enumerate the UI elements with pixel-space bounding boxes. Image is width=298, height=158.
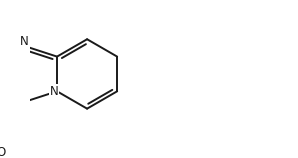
Text: N: N [50, 85, 59, 98]
Text: O: O [0, 146, 6, 158]
Text: N: N [20, 35, 28, 48]
